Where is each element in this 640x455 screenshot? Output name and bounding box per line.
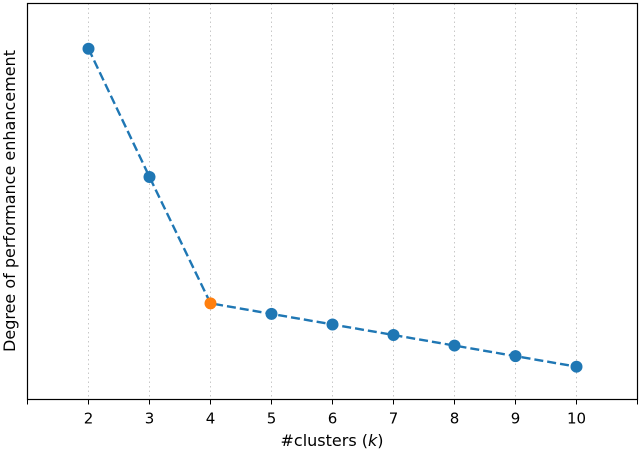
data-point-marker: [448, 339, 461, 352]
x-axis-label: #clusters (k): [281, 431, 384, 450]
data-point-marker: [387, 329, 400, 342]
highlight-marker: [204, 297, 217, 310]
x-tick-label: 8: [450, 410, 460, 428]
x-axis-ticks: 2 3 4 5 6 7 8 9 10: [27, 399, 638, 428]
x-tick-label: 2: [84, 410, 94, 428]
x-tick-label: 4: [206, 410, 216, 428]
x-tick-label: 7: [389, 410, 399, 428]
x-tick-label: 10: [567, 410, 586, 428]
x-tick-label: 6: [328, 410, 338, 428]
data-point-marker: [265, 307, 278, 320]
x-tick-label: 5: [267, 410, 277, 428]
x-tick-label: 3: [145, 410, 155, 428]
data-point-marker: [509, 350, 522, 363]
data-point-marker: [326, 318, 339, 331]
data-series: [82, 42, 583, 373]
data-point-marker: [82, 42, 95, 55]
data-point-marker: [143, 170, 156, 183]
y-axis-label: Degree of performance enhancement: [0, 50, 19, 352]
vertical-gridlines: [88, 3, 577, 400]
data-point-marker: [570, 360, 583, 373]
x-tick-label: 9: [511, 410, 521, 428]
